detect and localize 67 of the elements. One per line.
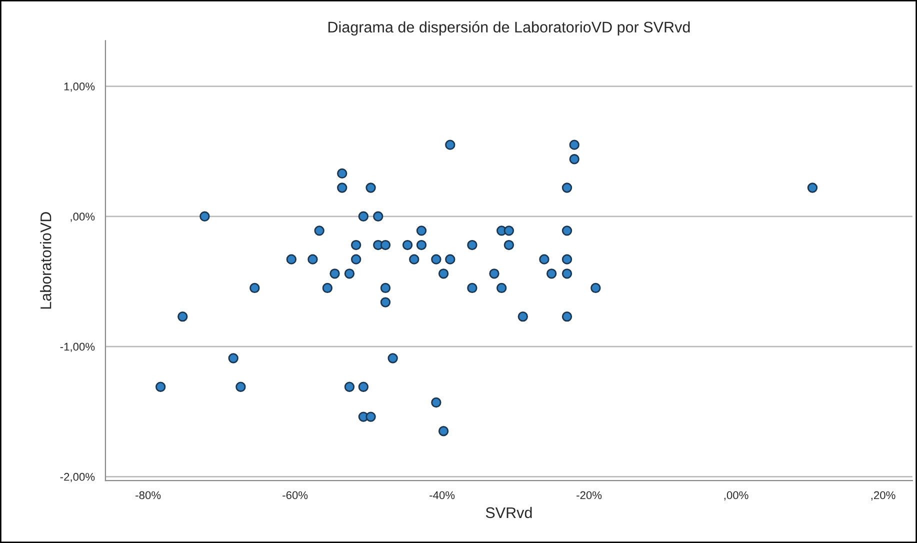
point bbox=[380, 297, 391, 308]
y-tick-label: -1,00% bbox=[60, 342, 95, 352]
point bbox=[358, 382, 369, 392]
point bbox=[380, 240, 391, 250]
y-tick-label: ,00% bbox=[70, 212, 95, 222]
point bbox=[314, 226, 324, 236]
point bbox=[236, 382, 246, 392]
y-tick-label: 1,00% bbox=[64, 82, 95, 92]
point bbox=[337, 182, 348, 193]
point bbox=[467, 282, 478, 294]
point bbox=[445, 254, 456, 264]
x-tick-label: -60% bbox=[282, 491, 308, 500]
point bbox=[344, 382, 355, 392]
point bbox=[286, 254, 296, 264]
point bbox=[438, 268, 449, 279]
x-axis-title: SVRvd bbox=[486, 506, 532, 518]
point bbox=[416, 226, 427, 236]
point bbox=[228, 353, 238, 364]
point bbox=[330, 268, 340, 279]
chart-title: Diagrama de dispersión de LaboratorioVD por SVRvd bbox=[328, 21, 690, 36]
point bbox=[562, 312, 572, 322]
x-tick-label: -80% bbox=[136, 491, 161, 500]
point bbox=[569, 140, 580, 150]
point bbox=[518, 312, 528, 322]
point bbox=[366, 182, 376, 193]
point bbox=[431, 397, 442, 408]
point bbox=[200, 211, 210, 222]
point bbox=[344, 268, 355, 279]
point bbox=[373, 211, 384, 222]
point bbox=[562, 254, 572, 264]
point bbox=[337, 168, 348, 179]
x-tick-label: ,20% bbox=[871, 491, 896, 500]
point bbox=[504, 226, 514, 236]
point bbox=[409, 254, 420, 264]
point bbox=[569, 154, 580, 164]
x-tick-label: ,00% bbox=[724, 491, 748, 500]
point bbox=[807, 182, 818, 193]
point bbox=[431, 254, 442, 264]
y-axis-title: LaboratorioVD bbox=[40, 212, 52, 309]
point bbox=[590, 282, 601, 294]
point bbox=[380, 282, 391, 294]
point bbox=[416, 240, 427, 250]
point bbox=[366, 412, 376, 422]
point bbox=[438, 426, 449, 436]
point bbox=[308, 254, 318, 264]
point bbox=[496, 282, 507, 294]
point bbox=[155, 382, 166, 392]
point bbox=[350, 254, 362, 264]
point bbox=[350, 240, 362, 250]
point bbox=[402, 240, 413, 250]
point bbox=[562, 182, 572, 193]
point bbox=[250, 282, 260, 294]
point bbox=[504, 240, 514, 250]
y-tick-label: -2,00% bbox=[60, 472, 95, 482]
point bbox=[562, 226, 572, 236]
point bbox=[322, 282, 332, 294]
point bbox=[445, 140, 456, 150]
point bbox=[388, 353, 398, 364]
point bbox=[467, 240, 478, 250]
x-tick-label: -20% bbox=[576, 491, 602, 500]
point bbox=[562, 268, 572, 279]
x-tick-label: -40% bbox=[430, 491, 455, 500]
point bbox=[489, 268, 500, 279]
point bbox=[358, 211, 369, 222]
point bbox=[178, 312, 188, 322]
point bbox=[539, 254, 550, 264]
point bbox=[546, 268, 557, 279]
